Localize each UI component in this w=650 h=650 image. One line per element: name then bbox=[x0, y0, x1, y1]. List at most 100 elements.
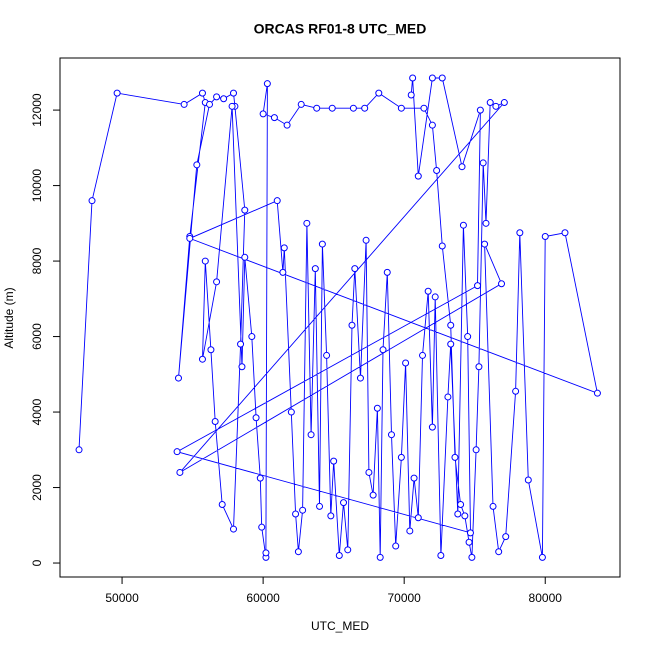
data-point bbox=[75, 446, 83, 454]
data-point bbox=[475, 363, 483, 371]
data-point bbox=[379, 346, 387, 354]
data-point bbox=[447, 321, 455, 329]
data-point bbox=[238, 363, 246, 371]
data-point bbox=[420, 104, 428, 112]
data-point bbox=[328, 104, 336, 112]
data-point bbox=[230, 525, 238, 533]
data-point bbox=[351, 265, 359, 273]
x-tick-label: 60000 bbox=[246, 591, 280, 605]
data-point bbox=[437, 551, 445, 559]
y-tick-label: 0 bbox=[30, 559, 44, 566]
data-point bbox=[451, 453, 459, 461]
x-tick-label: 80000 bbox=[529, 591, 563, 605]
data-point bbox=[297, 100, 305, 108]
data-point bbox=[397, 104, 405, 112]
data-point bbox=[541, 233, 549, 241]
data-point bbox=[198, 355, 206, 363]
data-point bbox=[468, 553, 476, 561]
data-point bbox=[258, 523, 266, 531]
data-point bbox=[428, 423, 436, 431]
data-point bbox=[474, 282, 482, 290]
data-point bbox=[406, 527, 414, 535]
data-point bbox=[383, 268, 391, 276]
data-point bbox=[459, 221, 467, 229]
data-point bbox=[307, 431, 315, 439]
data-point bbox=[241, 253, 249, 261]
data-point bbox=[237, 340, 245, 348]
data-point bbox=[373, 404, 381, 412]
data-point bbox=[461, 512, 469, 520]
data-point bbox=[207, 346, 215, 354]
data-point bbox=[438, 242, 446, 250]
x-axis-label: UTC_MED bbox=[311, 619, 369, 633]
data-point bbox=[294, 548, 302, 556]
data-point bbox=[489, 502, 497, 510]
data-point bbox=[316, 502, 324, 510]
data-point bbox=[313, 104, 321, 112]
data-point bbox=[482, 219, 490, 227]
data-point bbox=[479, 159, 487, 167]
data-line bbox=[78, 77, 599, 558]
data-point bbox=[538, 553, 546, 561]
data-point bbox=[414, 514, 422, 522]
data-point bbox=[283, 121, 291, 129]
data-point bbox=[419, 351, 427, 359]
data-point bbox=[458, 163, 466, 171]
data-point bbox=[392, 542, 400, 550]
data-point bbox=[376, 553, 384, 561]
data-point bbox=[230, 89, 238, 97]
data-point bbox=[256, 474, 264, 482]
data-point bbox=[206, 100, 214, 108]
y-tick-label: 6000 bbox=[30, 323, 44, 350]
data-point bbox=[428, 121, 436, 129]
data-point bbox=[407, 91, 415, 99]
data-point bbox=[454, 510, 462, 518]
data-point bbox=[330, 457, 338, 465]
data-point bbox=[402, 359, 410, 367]
data-point bbox=[348, 321, 356, 329]
data-point bbox=[323, 351, 331, 359]
data-point bbox=[375, 89, 383, 97]
data-point bbox=[428, 74, 436, 82]
data-point bbox=[465, 538, 473, 546]
data-point bbox=[356, 374, 364, 382]
data-point bbox=[431, 293, 439, 301]
data-point bbox=[397, 453, 405, 461]
data-point bbox=[344, 546, 352, 554]
data-point bbox=[299, 506, 307, 514]
data-point bbox=[213, 278, 221, 286]
data-point bbox=[516, 229, 524, 237]
data-point bbox=[113, 89, 121, 97]
data-point bbox=[457, 501, 465, 509]
data-point bbox=[180, 100, 188, 108]
data-point bbox=[424, 287, 432, 295]
data-point bbox=[193, 161, 201, 169]
data-point bbox=[464, 333, 472, 341]
y-tick-label: 12000 bbox=[30, 93, 44, 127]
data-point bbox=[279, 268, 287, 276]
data-point bbox=[340, 499, 348, 507]
data-point bbox=[262, 549, 270, 557]
data-point bbox=[318, 240, 326, 248]
data-point bbox=[252, 414, 260, 422]
plot-frame bbox=[59, 57, 621, 578]
data-point bbox=[414, 172, 422, 180]
y-tick-label: 4000 bbox=[30, 398, 44, 425]
data-point bbox=[303, 219, 311, 227]
data-point bbox=[524, 476, 532, 484]
data-point bbox=[198, 89, 206, 97]
data-point bbox=[273, 197, 281, 205]
data-point bbox=[369, 491, 377, 499]
data-point bbox=[311, 265, 319, 273]
data-point bbox=[476, 106, 484, 114]
data-point bbox=[362, 236, 370, 244]
data-point bbox=[466, 529, 474, 537]
x-tick-label: 50000 bbox=[105, 591, 139, 605]
data-point bbox=[438, 74, 446, 82]
data-point bbox=[280, 244, 288, 252]
y-tick-label: 2000 bbox=[30, 474, 44, 501]
data-point bbox=[472, 446, 480, 454]
data-point bbox=[259, 110, 267, 118]
data-point bbox=[409, 74, 417, 82]
